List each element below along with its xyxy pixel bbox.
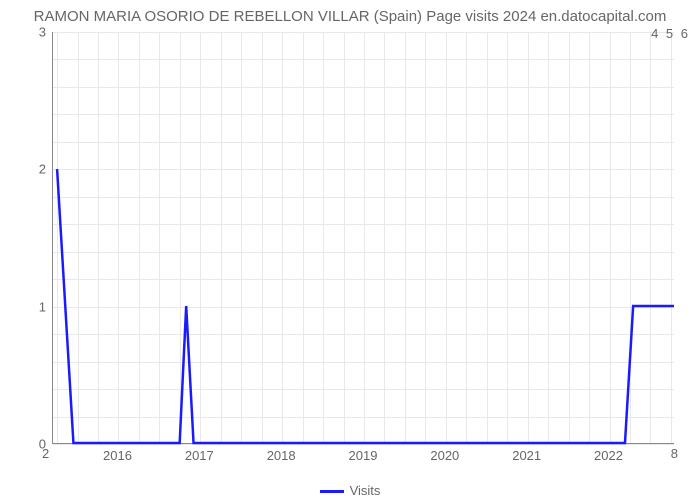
series-line bbox=[53, 32, 674, 443]
legend-label: Visits bbox=[350, 483, 381, 498]
chart-title: RAMON MARIA OSORIO DE REBELLON VILLAR (S… bbox=[0, 8, 700, 25]
x-tick-label: 2017 bbox=[185, 448, 214, 463]
line-chart: RAMON MARIA OSORIO DE REBELLON VILLAR (S… bbox=[0, 0, 700, 500]
x-tick-label: 2019 bbox=[349, 448, 378, 463]
chart-legend: Visits bbox=[0, 483, 700, 498]
plot-area bbox=[52, 32, 674, 444]
y-tick-label: 1 bbox=[39, 299, 46, 314]
x-tick-label: 2020 bbox=[430, 448, 459, 463]
y-tick-label: 2 bbox=[39, 162, 46, 177]
corner-label-bottom-left: 2 bbox=[42, 446, 49, 461]
corner-label-top-right: 4 5 6 bbox=[651, 26, 690, 41]
x-tick-label: 2016 bbox=[103, 448, 132, 463]
legend-swatch bbox=[320, 490, 344, 493]
x-tick-label: 2021 bbox=[512, 448, 541, 463]
y-tick-label: 3 bbox=[39, 25, 46, 40]
corner-label-bottom-right: 8 bbox=[671, 446, 678, 461]
x-tick-label: 2018 bbox=[267, 448, 296, 463]
x-tick-label: 2022 bbox=[594, 448, 623, 463]
